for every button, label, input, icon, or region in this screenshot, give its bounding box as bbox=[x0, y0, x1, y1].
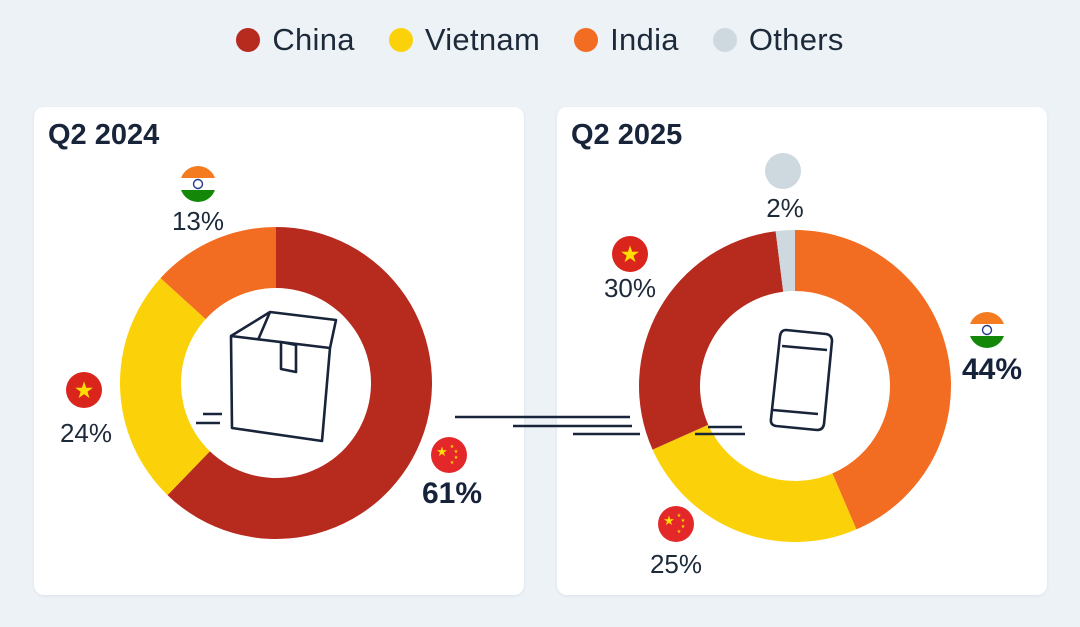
svg-text:★: ★ bbox=[681, 518, 686, 524]
svg-text:★: ★ bbox=[436, 445, 448, 460]
connector-lines bbox=[455, 415, 640, 436]
flag-india-2024 bbox=[180, 166, 216, 202]
flag-others-2025 bbox=[765, 153, 801, 189]
flag-vietnam-2024: ★ bbox=[66, 372, 102, 408]
legend-swatch-vietnam bbox=[388, 28, 413, 52]
svg-text:★: ★ bbox=[681, 524, 686, 530]
flag-china-2025: ★ bbox=[612, 236, 648, 272]
svg-text:★: ★ bbox=[454, 455, 459, 461]
legend-label-india: India bbox=[610, 22, 679, 57]
smartphone-icon bbox=[695, 328, 834, 436]
legend-item-china: China bbox=[236, 22, 355, 58]
slice-1-china bbox=[639, 231, 784, 450]
chart-legend: China Vietnam India Others bbox=[0, 18, 1080, 62]
legend-swatch-china bbox=[236, 28, 261, 52]
legend-item-india: India bbox=[574, 22, 679, 58]
svg-text:★: ★ bbox=[454, 449, 459, 455]
legend-label-others: Others bbox=[748, 22, 844, 57]
package-box-icon bbox=[196, 310, 338, 443]
legend-swatch-india bbox=[574, 28, 599, 52]
svg-text:★: ★ bbox=[677, 513, 682, 519]
panel-title-q2-2024: Q2 2024 bbox=[48, 119, 160, 151]
flag-india-2025 bbox=[969, 312, 1005, 348]
slice-0-vietnam bbox=[119, 278, 210, 496]
label-others-2025: 2% bbox=[766, 193, 804, 223]
label-india-2024: 13% bbox=[172, 206, 224, 236]
svg-text:★: ★ bbox=[620, 242, 641, 268]
slice-0-india bbox=[160, 227, 276, 320]
label-china-2024: 61% bbox=[422, 477, 482, 510]
svg-text:★: ★ bbox=[450, 444, 455, 450]
label-vietnam-2024: 24% bbox=[60, 418, 112, 448]
svg-text:★: ★ bbox=[74, 378, 95, 404]
legend-item-others: Others bbox=[712, 22, 844, 58]
slice-1-india bbox=[795, 230, 951, 530]
label-china-2025: 30% bbox=[604, 273, 656, 303]
flag-china-2024: ★ ★★★★ bbox=[431, 437, 467, 473]
legend-swatch-others bbox=[712, 28, 737, 52]
legend-item-vietnam: Vietnam bbox=[388, 22, 541, 58]
legend-label-china: China bbox=[272, 22, 355, 57]
panel-title-q2-2025: Q2 2025 bbox=[571, 119, 683, 151]
svg-text:★: ★ bbox=[450, 460, 455, 466]
slice-1-others bbox=[775, 230, 795, 292]
svg-text:★: ★ bbox=[663, 514, 675, 529]
flag-vietnam-2025: ★ ★★★★ bbox=[658, 506, 694, 542]
legend-label-vietnam: Vietnam bbox=[424, 22, 541, 57]
slice-1-vietnam bbox=[652, 424, 857, 542]
svg-text:★: ★ bbox=[677, 529, 682, 535]
slice-0-china bbox=[167, 227, 433, 539]
label-india-2025: 44% bbox=[962, 353, 1022, 386]
label-vietnam-2025: 25% bbox=[650, 549, 702, 579]
